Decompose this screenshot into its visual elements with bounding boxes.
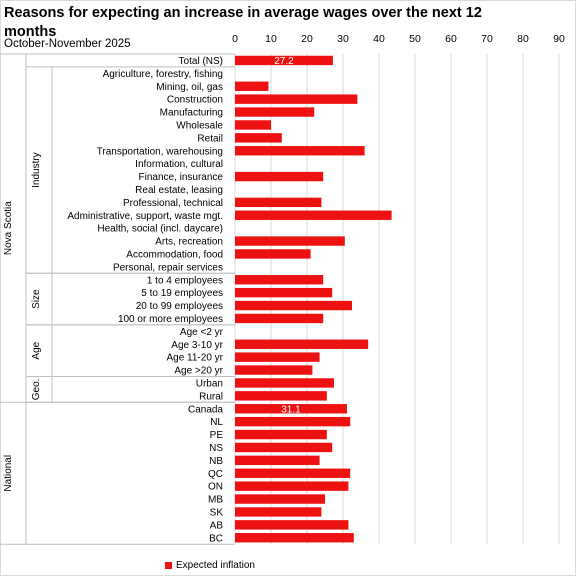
group-label: National bbox=[3, 455, 14, 492]
bar bbox=[235, 391, 327, 401]
bar bbox=[235, 171, 324, 182]
x-tick-label: 60 bbox=[445, 33, 457, 45]
category-label: Transportation, warehousing bbox=[97, 146, 223, 157]
category-label: Arts, recreation bbox=[155, 237, 223, 248]
x-tick-label: 40 bbox=[373, 33, 385, 45]
bar bbox=[235, 81, 269, 91]
subgroup-label: Size bbox=[31, 289, 42, 309]
category-label: Retail bbox=[197, 133, 223, 144]
category-label: Rural bbox=[199, 391, 223, 402]
bar bbox=[235, 339, 369, 349]
subgroup-label: Age bbox=[31, 341, 42, 359]
bar bbox=[235, 404, 347, 414]
bar bbox=[235, 481, 349, 491]
legend-label: Expected inflation bbox=[176, 560, 255, 571]
bar bbox=[235, 533, 354, 543]
category-label: Professional, technical bbox=[123, 198, 223, 209]
x-tick-label: 70 bbox=[481, 33, 493, 45]
category-label: Urban bbox=[196, 378, 223, 389]
category-label: NS bbox=[209, 443, 223, 454]
bar bbox=[235, 120, 271, 130]
data-label: 27.2 bbox=[274, 56, 294, 67]
chart-title: Reasons for expecting an increase in ave… bbox=[4, 5, 482, 40]
x-tick-label: 10 bbox=[265, 33, 277, 45]
category-label: NL bbox=[210, 417, 223, 428]
x-tick-label: 90 bbox=[553, 33, 565, 45]
bar bbox=[235, 133, 282, 143]
category-label: NB bbox=[209, 456, 223, 467]
category-label: Health, social (incl. daycare) bbox=[97, 224, 223, 235]
category-label: Finance, insurance bbox=[139, 172, 224, 183]
x-tick-label: 50 bbox=[409, 33, 421, 45]
chart-subtitle: October-November 2025 bbox=[4, 38, 131, 50]
bar bbox=[235, 455, 320, 466]
bar bbox=[235, 520, 349, 530]
category-label: Total (NS) bbox=[179, 56, 223, 67]
category-label: 5 to 19 employees bbox=[141, 288, 223, 299]
bar bbox=[235, 236, 345, 246]
bar bbox=[235, 210, 392, 220]
category-label: Information, cultural bbox=[135, 159, 223, 170]
group-label: Nova Scotia bbox=[3, 201, 14, 255]
bar bbox=[235, 494, 325, 504]
category-label: Construction bbox=[167, 95, 223, 106]
bar bbox=[235, 352, 320, 362]
category-label: Age <2 yr bbox=[180, 327, 224, 338]
category-label: PE bbox=[210, 430, 224, 441]
category-label: Mining, oil, gas bbox=[156, 82, 223, 93]
category-label: SK bbox=[210, 507, 224, 518]
bar bbox=[235, 365, 313, 375]
bar bbox=[235, 146, 365, 156]
category-label: Personal, repair services bbox=[113, 262, 223, 273]
category-label: AB bbox=[210, 520, 224, 531]
category-label: 20 to 99 employees bbox=[136, 301, 223, 312]
bar bbox=[235, 55, 333, 66]
subgroup-label: Industry bbox=[31, 152, 42, 188]
bar bbox=[235, 313, 324, 324]
category-label: Age >20 yr bbox=[174, 366, 223, 377]
category-label: Manufacturing bbox=[160, 108, 223, 119]
bar bbox=[235, 287, 333, 298]
bar bbox=[235, 468, 351, 478]
bar bbox=[235, 300, 352, 311]
bar bbox=[235, 107, 315, 117]
data-label: 31.1 bbox=[281, 404, 301, 415]
category-label: Accommodation, food bbox=[126, 249, 223, 260]
x-tick-label: 30 bbox=[337, 33, 349, 45]
bar bbox=[235, 275, 324, 285]
bar bbox=[235, 507, 322, 517]
bar bbox=[235, 94, 358, 104]
category-label: BC bbox=[209, 533, 223, 544]
bar bbox=[235, 249, 311, 259]
bar bbox=[235, 197, 322, 208]
category-label: QC bbox=[208, 469, 223, 480]
bar bbox=[235, 429, 327, 440]
category-label: MB bbox=[208, 495, 223, 506]
category-label: Agriculture, forestry, fishing bbox=[103, 69, 223, 80]
bar bbox=[235, 442, 333, 453]
legend: Expected inflation bbox=[165, 560, 255, 571]
category-label: 100 or more employees bbox=[118, 314, 223, 325]
subgroup-label: Geo. bbox=[31, 379, 42, 401]
category-label: Age 3-10 yr bbox=[171, 340, 223, 351]
x-tick-label: 80 bbox=[517, 33, 529, 45]
category-label: ON bbox=[208, 482, 223, 493]
category-label: Wholesale bbox=[176, 120, 223, 131]
category-label: 1 to 4 employees bbox=[147, 275, 223, 286]
x-tick-label: 0 bbox=[232, 33, 238, 45]
category-label: Real estate, leasing bbox=[135, 185, 223, 196]
category-label: Canada bbox=[188, 404, 223, 415]
legend-swatch bbox=[165, 562, 172, 569]
category-label: Administrative, support, waste mgt. bbox=[67, 211, 223, 222]
x-tick-label: 20 bbox=[301, 33, 313, 45]
bar bbox=[235, 378, 334, 388]
bar bbox=[235, 416, 351, 427]
category-label: Age 11-20 yr bbox=[166, 353, 223, 364]
